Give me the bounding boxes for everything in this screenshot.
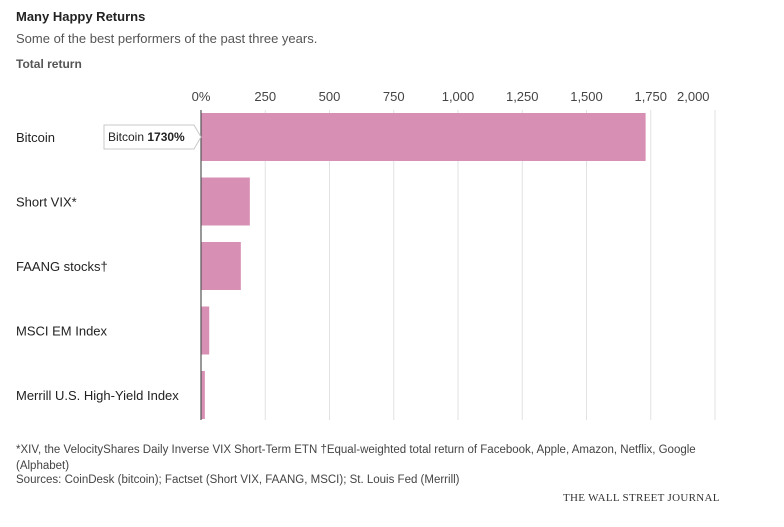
category-labels: Bitcoin Short VIX* FAANG stocks† MSCI EM In… [16, 130, 179, 403]
x-tick-label: 1,750 [634, 89, 667, 104]
tooltip: Bitcoin 1730% [103, 124, 202, 150]
bar [201, 242, 241, 290]
x-tick-label: 1,250 [506, 89, 539, 104]
x-tick-label: 1,000 [442, 89, 475, 104]
bar [201, 306, 210, 355]
tooltip-text: Bitcoin 1730% [108, 130, 185, 144]
axis-title: Total return [16, 57, 82, 71]
x-tick-label: 250 [254, 89, 276, 104]
bar [201, 113, 646, 161]
x-tick-label: 1,500 [570, 89, 603, 104]
category-label: Bitcoin [16, 130, 55, 145]
bar-chart: 0% 250 500 750 1,000 1,250 1,500 1,750 2,000 Bit… [16, 89, 716, 420]
gridlines [264, 110, 716, 420]
chart-title: Many Happy Returns [16, 9, 146, 24]
x-axis-ticks: 0% 250 500 750 1,000 1,250 1,500 1,750 2,000 [192, 89, 710, 104]
category-label: MSCI EM Index [16, 324, 108, 339]
tooltip-box [103, 124, 202, 150]
sources: Sources: CoinDesk (bitcoin); Factset (Sh… [16, 474, 460, 486]
footnote: *XIV, the VelocityShares Daily Inverse V… [16, 444, 696, 472]
chart-subtitle: Some of the best performers of the past … [16, 31, 318, 46]
bars [201, 113, 646, 419]
publisher-credit: THE WALL STREET JOURNAL [563, 492, 720, 504]
category-label: Merrill U.S. High-Yield Index [16, 388, 179, 403]
x-tick-label: 750 [383, 89, 405, 104]
tooltip-value: 1730% [147, 130, 185, 144]
tooltip-label: Bitcoin [108, 130, 147, 144]
x-tick-label: 500 [319, 89, 341, 104]
bar [201, 177, 250, 226]
bar [201, 371, 205, 419]
category-label: Short VIX* [16, 195, 77, 210]
category-label: FAANG stocks† [16, 259, 108, 274]
x-tick-label: 0% [192, 89, 211, 104]
x-tick-label: 2,000 [677, 89, 710, 104]
